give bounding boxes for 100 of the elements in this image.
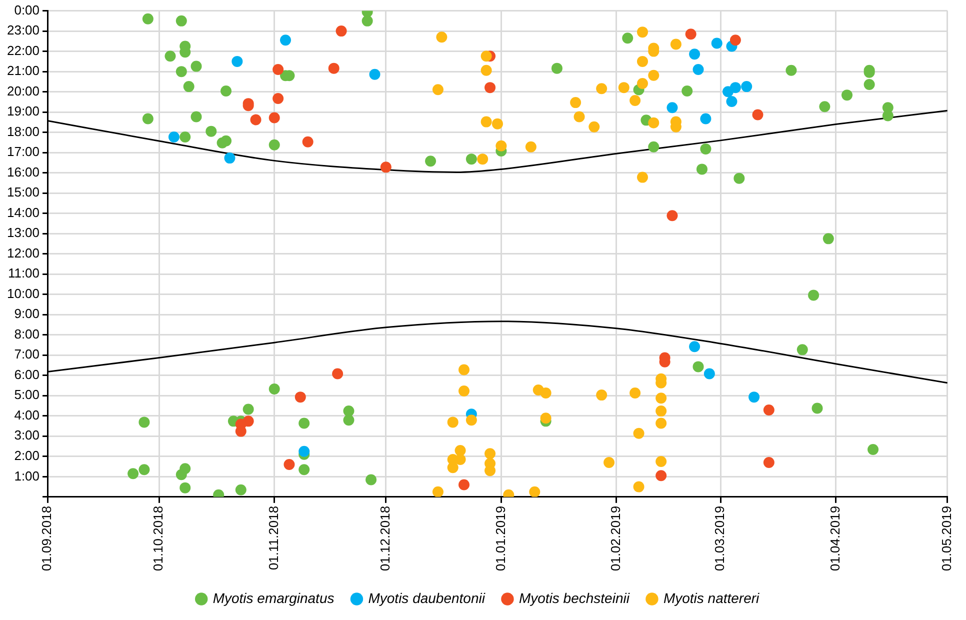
point xyxy=(298,446,310,457)
legend-label: Myotis daubentonii xyxy=(368,590,486,606)
point xyxy=(336,26,347,37)
point xyxy=(268,112,280,124)
point xyxy=(284,459,295,470)
point xyxy=(700,113,712,124)
point xyxy=(492,118,503,130)
point xyxy=(648,70,660,81)
x-tick-label: 01.03.2019 xyxy=(712,506,728,572)
point xyxy=(280,34,292,46)
point xyxy=(648,117,660,128)
x-tick-label: 01.09.2018 xyxy=(39,506,54,572)
point xyxy=(540,412,552,424)
point xyxy=(636,172,648,183)
point xyxy=(618,82,630,94)
point xyxy=(250,114,262,126)
point xyxy=(272,64,284,76)
point xyxy=(636,26,648,38)
y-tick-label: 7:00 xyxy=(14,346,40,362)
point xyxy=(748,392,760,403)
point xyxy=(685,28,696,40)
point xyxy=(596,390,608,401)
point xyxy=(168,131,180,142)
point xyxy=(466,414,477,426)
point xyxy=(447,416,458,428)
point xyxy=(636,56,648,67)
y-tick-label: 15:00 xyxy=(6,184,40,200)
point xyxy=(480,64,492,76)
y-tick-label: 18:00 xyxy=(6,124,40,139)
y-tick-label: 10:00 xyxy=(6,286,40,301)
y-tick-label: 1:00 xyxy=(14,468,40,484)
point xyxy=(232,56,243,67)
point xyxy=(458,386,470,396)
point xyxy=(763,457,774,468)
legend-label: Myotis nattereri xyxy=(663,590,760,606)
point xyxy=(525,141,536,152)
point xyxy=(711,38,722,49)
y-tick-label: 3:00 xyxy=(14,428,40,443)
y-tick-label: 17:00 xyxy=(6,144,40,160)
point xyxy=(656,470,667,482)
y-tick-label: 20:00 xyxy=(6,83,40,98)
point xyxy=(480,50,492,62)
x-tick-label: 01.10.2018 xyxy=(150,506,166,572)
y-tick-label: 21:00 xyxy=(6,63,40,78)
point xyxy=(633,481,644,492)
y-tick-label: 9:00 xyxy=(14,306,40,322)
point xyxy=(570,97,582,108)
point xyxy=(447,462,458,474)
point xyxy=(294,392,306,403)
point xyxy=(656,418,667,429)
y-tick-label: 13:00 xyxy=(6,225,40,240)
point xyxy=(689,48,700,60)
point xyxy=(630,388,641,399)
x-tick-label: 01.02.2019 xyxy=(608,506,624,572)
x-tick-label: 01.05.2019 xyxy=(938,506,954,572)
point xyxy=(272,93,284,104)
point xyxy=(480,116,492,128)
y-tick-label: 2:00 xyxy=(14,448,40,464)
point xyxy=(496,140,507,152)
point xyxy=(540,388,552,399)
x-tick-label: 01.04.2019 xyxy=(827,506,842,572)
point xyxy=(636,78,648,90)
point xyxy=(656,456,667,467)
point xyxy=(630,95,641,106)
point xyxy=(436,32,448,43)
point xyxy=(328,62,340,74)
point xyxy=(704,368,715,380)
point xyxy=(692,64,704,76)
x-tick-label: 01.01.2019 xyxy=(492,506,508,572)
point xyxy=(484,82,496,94)
y-tick-label: 22:00 xyxy=(6,42,40,58)
point xyxy=(477,154,488,165)
point xyxy=(380,162,392,173)
point xyxy=(302,136,314,148)
y-tick-label: 14:00 xyxy=(6,204,40,220)
legend-label: Myotis emarginatus xyxy=(212,590,334,606)
x-tick-label: 01.11.2018 xyxy=(266,506,281,570)
point xyxy=(633,428,644,439)
point xyxy=(730,82,741,94)
point xyxy=(432,486,444,497)
point xyxy=(656,392,667,404)
y-tick-label: 6:00 xyxy=(14,366,40,382)
point xyxy=(741,81,752,92)
y-tick-label: 16:00 xyxy=(6,164,40,180)
point xyxy=(670,38,682,50)
legend-label: Myotis bechsteinii xyxy=(518,590,630,606)
point xyxy=(369,68,380,80)
point xyxy=(666,102,678,114)
point xyxy=(763,404,774,416)
point xyxy=(458,364,470,376)
y-tick-label: 23:00 xyxy=(6,22,40,38)
y-tick-label: 12:00 xyxy=(6,245,40,260)
point xyxy=(752,109,764,120)
point xyxy=(224,152,236,164)
point xyxy=(666,210,678,222)
y-tick-label: 19:00 xyxy=(6,104,40,119)
y-tick-label: 11:00 xyxy=(8,266,40,281)
point xyxy=(332,368,344,380)
point xyxy=(656,406,667,417)
point xyxy=(529,486,540,497)
